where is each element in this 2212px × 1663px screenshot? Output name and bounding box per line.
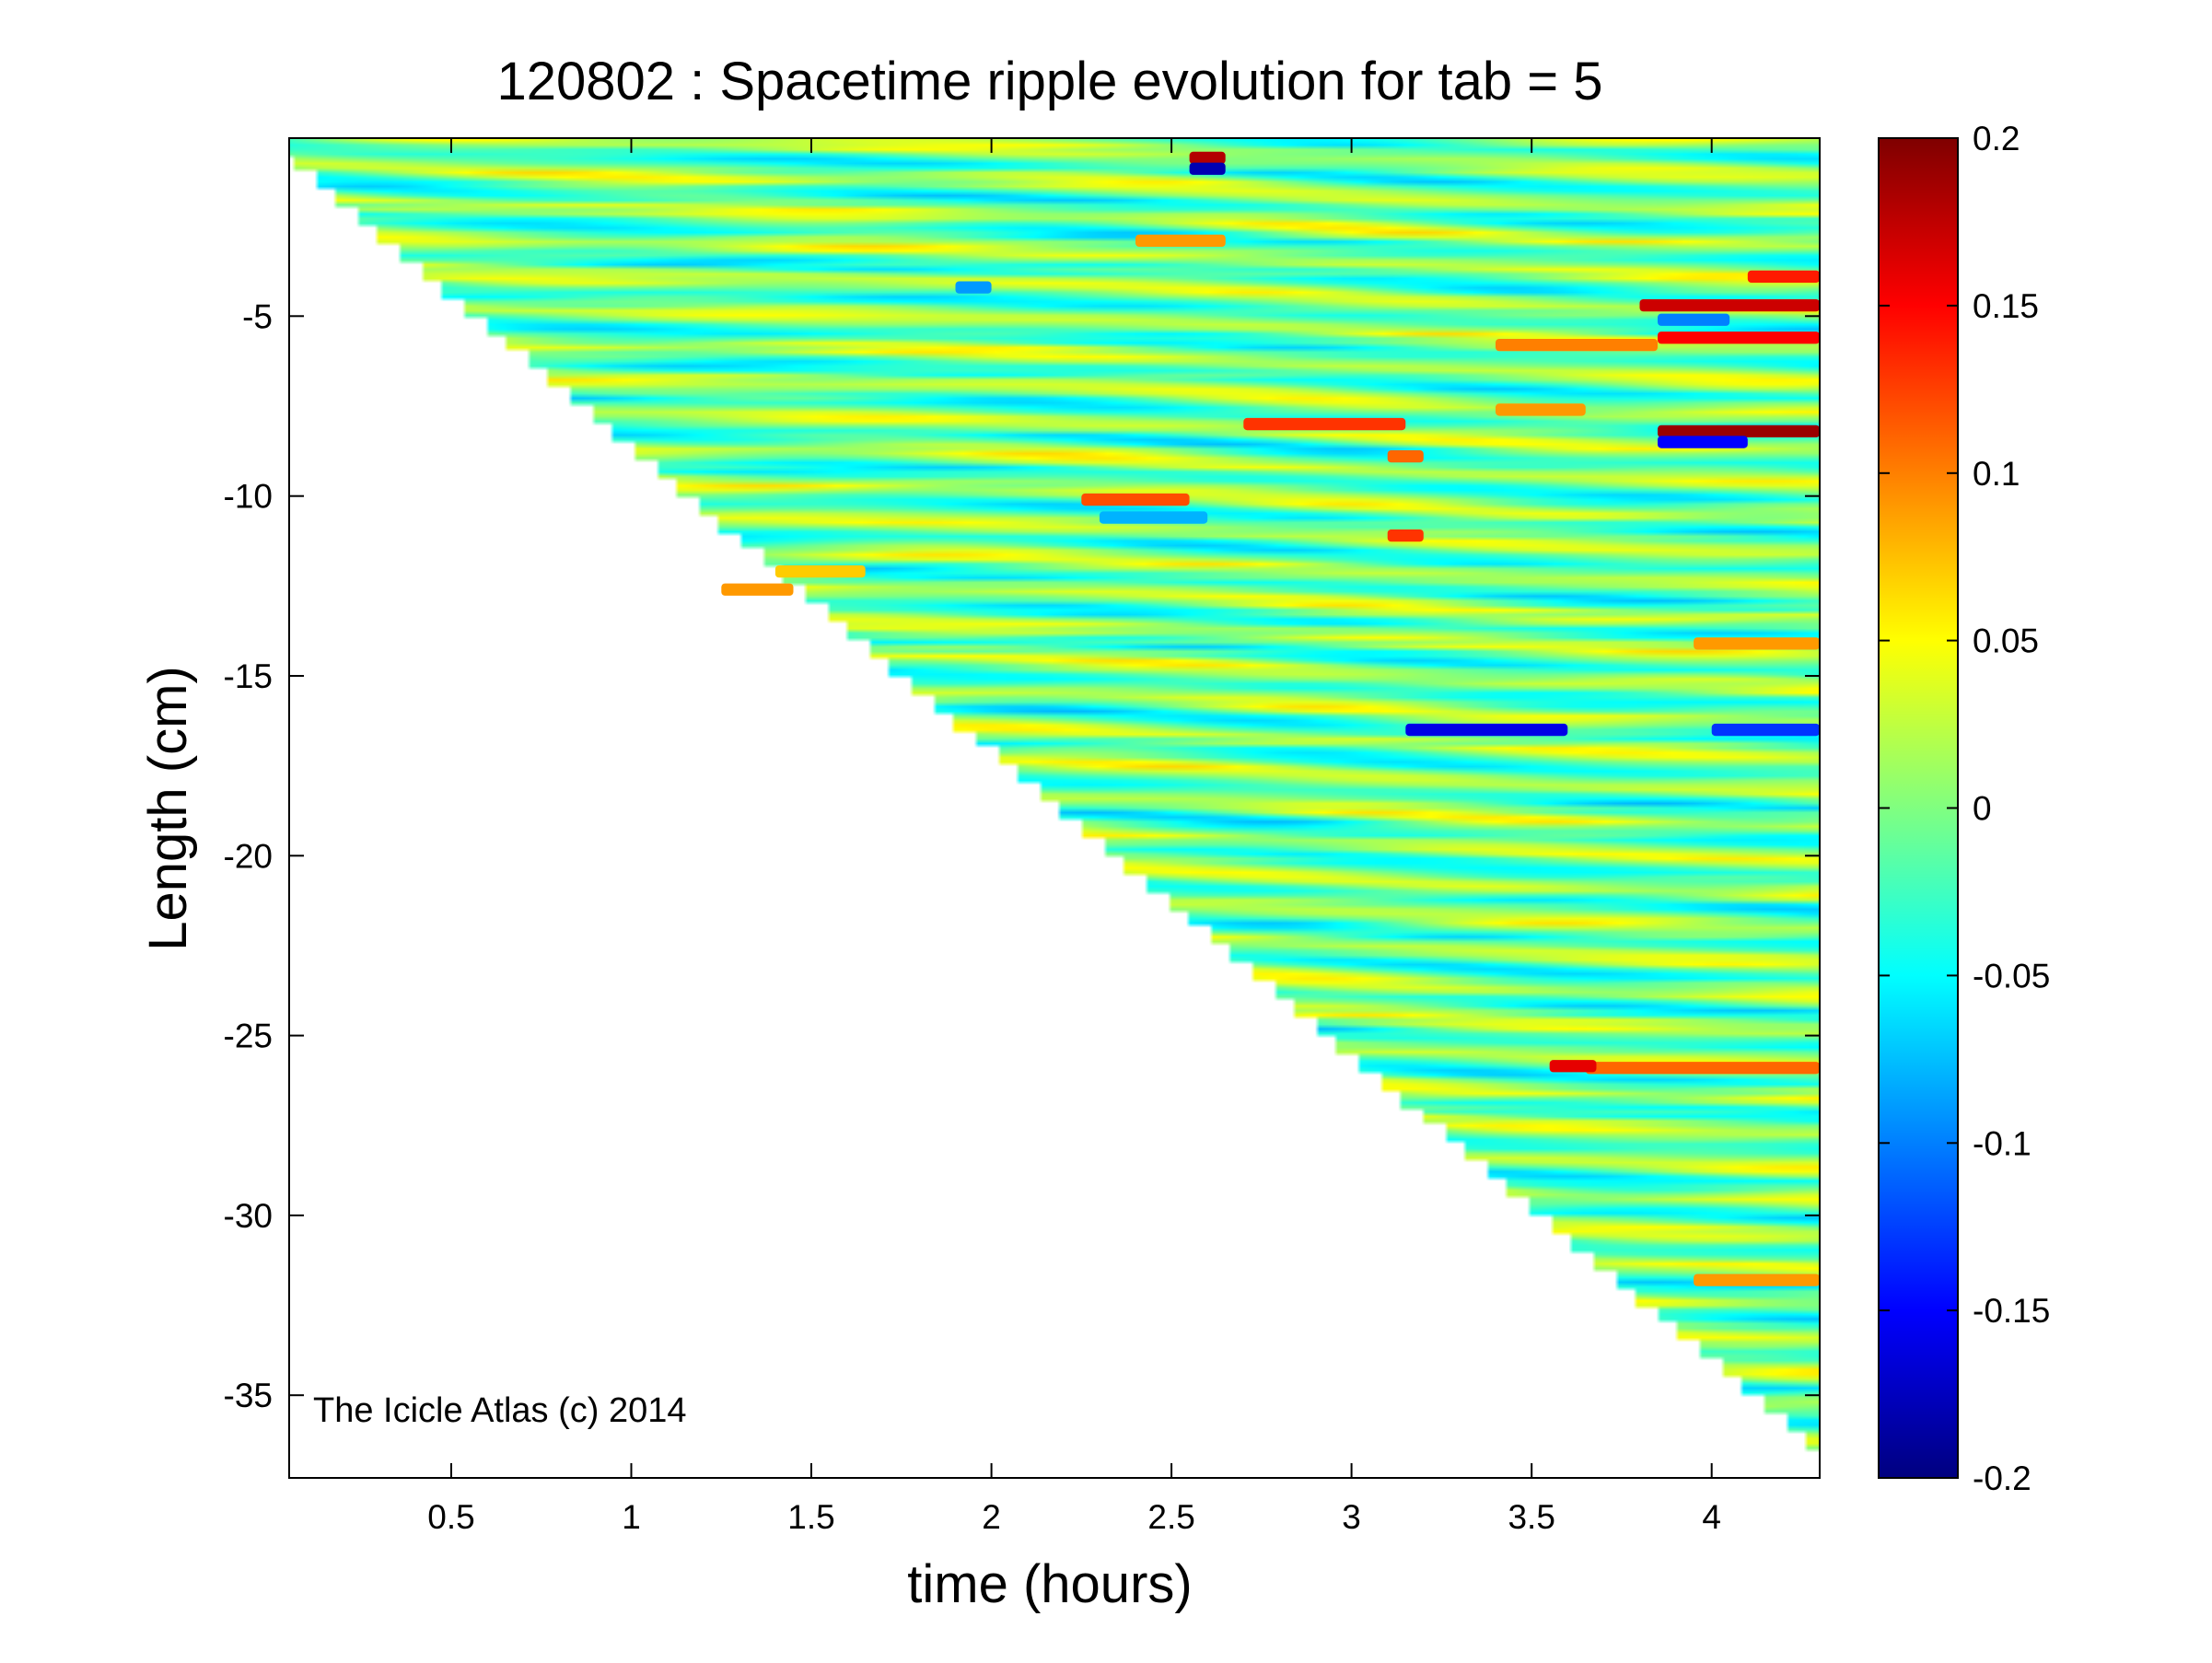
- heatmap-feature: [1189, 162, 1226, 175]
- x-tick-label: 3.5: [1508, 1498, 1554, 1536]
- heatmap-feature: [1405, 723, 1568, 737]
- colorbar-tick-label: 0.1: [1973, 455, 2020, 493]
- watermark-text: The Icicle Atlas (c) 2014: [313, 1391, 687, 1430]
- colorbar-frame: [1878, 137, 1959, 1479]
- heatmap-feature: [1658, 436, 1748, 448]
- heatmap-feature: [1387, 529, 1424, 542]
- heatmap-feature: [1747, 270, 1820, 283]
- x-axis: 0.5 1 1.5 2 2.5 3 3.5 4: [427, 138, 1721, 1536]
- colorbar-tick-label: -0.15: [1973, 1292, 2050, 1330]
- x-tick-label: 1.5: [787, 1498, 834, 1536]
- colorbar-tick-label: 0.15: [1973, 287, 2039, 325]
- heatmap-feature: [1658, 313, 1730, 326]
- x-tick-label: 2.5: [1147, 1498, 1194, 1536]
- heatmap-image: [289, 138, 1820, 1478]
- x-tick-label: 0.5: [427, 1498, 474, 1536]
- heatmap-feature: [1243, 417, 1406, 431]
- heatmap-feature: [1694, 1273, 1820, 1286]
- y-tick-label: -5: [242, 297, 273, 335]
- heatmap-feature: [1694, 637, 1820, 650]
- colorbar-tick-label: -0.05: [1973, 957, 2050, 994]
- y-tick-label: -20: [224, 837, 273, 875]
- y-tick-label: -30: [224, 1197, 273, 1235]
- x-tick-label: 2: [982, 1498, 1001, 1536]
- heatmap-feature: [1189, 151, 1226, 165]
- plot-area: [289, 138, 1820, 1478]
- heatmap-feature: [1496, 339, 1658, 352]
- y-tick-label: -10: [224, 478, 273, 516]
- colorbar-tick-label: 0.2: [1973, 120, 2020, 157]
- x-tick-label: 4: [1702, 1498, 1721, 1536]
- heatmap-feature: [1639, 299, 1820, 312]
- heatmap-feature: [1585, 1062, 1820, 1075]
- x-tick-label: 1: [622, 1498, 641, 1536]
- colorbar-tick-label: 0: [1973, 790, 1992, 828]
- colorbar-tick-label: -0.2: [1973, 1459, 2032, 1497]
- plot-frame: [288, 137, 1821, 1479]
- chart-title: 120802 : Spacetime ripple evolution for …: [496, 52, 1602, 111]
- heatmap-feature: [955, 281, 992, 294]
- y-tick-label: -15: [224, 657, 273, 695]
- heatmap-feature: [1081, 493, 1190, 506]
- heatmap-feature: [1135, 234, 1226, 247]
- colorbar-tick-label: -0.1: [1973, 1124, 2032, 1162]
- heatmap-feature: [1658, 424, 1820, 437]
- heatmap-feature: [1387, 450, 1424, 463]
- y-axis: -5 -10 -15 -20 -25 -30 -35: [224, 297, 1820, 1414]
- heatmap-feature: [1549, 1060, 1597, 1073]
- colorbar-ticks: 0.2 0.15 0.1 0.05 0 -0.05 -0.1 -0.15 -0.2: [1879, 120, 2050, 1497]
- colorbar: [1879, 138, 1958, 1478]
- x-tick-label: 3: [1342, 1498, 1361, 1536]
- heatmap-feature: [774, 565, 866, 578]
- heatmap-feature: [1711, 723, 1820, 737]
- heatmap-feature: [721, 583, 794, 596]
- heatmap-feature: [1099, 511, 1208, 524]
- y-axis-label: Length (cm): [138, 666, 198, 950]
- y-tick-label: -35: [224, 1377, 273, 1414]
- x-axis-label: time (hours): [907, 1554, 1192, 1614]
- feature-layer: [721, 151, 1820, 1286]
- colorbar-tick-label: 0.05: [1973, 622, 2039, 660]
- y-tick-label: -25: [224, 1018, 273, 1055]
- heatmap-feature: [1496, 403, 1586, 416]
- heatmap-feature: [1658, 331, 1820, 344]
